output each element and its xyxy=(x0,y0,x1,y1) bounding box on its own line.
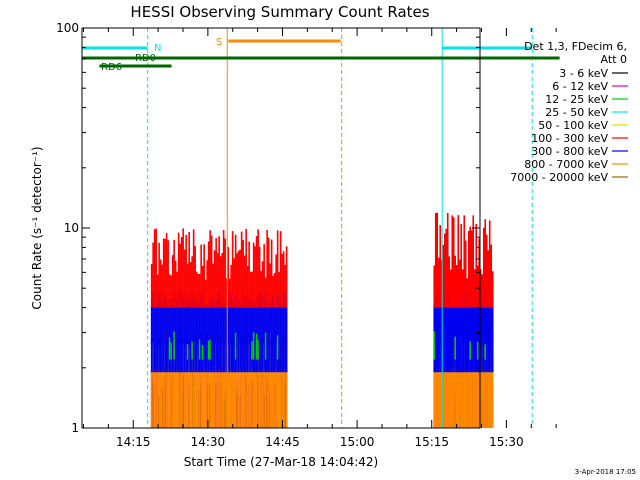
x-tick-label: 14:15 xyxy=(116,435,151,449)
flag-n: N xyxy=(154,43,161,54)
legend-item-label: 7000 - 20000 keV xyxy=(510,171,608,184)
flag-s: S xyxy=(216,37,222,48)
legend-item-label: 100 - 300 keV xyxy=(531,132,608,145)
flag-rd6: RD6 xyxy=(101,62,122,73)
legend-subtitle: Att 0 xyxy=(601,53,627,66)
x-tick-label: 14:45 xyxy=(265,435,300,449)
legend-item-label: 800 - 7000 keV xyxy=(524,158,608,171)
count-rate-bars xyxy=(150,212,494,428)
x-tick-label: 15:00 xyxy=(340,435,375,449)
legend-item-label: 300 - 800 keV xyxy=(531,145,608,158)
footer-date: 3-Apr-2018 17:05 xyxy=(575,468,636,476)
legend-item-label: 3 - 6 keV xyxy=(559,67,608,80)
x-tick-label: 15:30 xyxy=(489,435,524,449)
x-tick-label: 14:30 xyxy=(191,435,226,449)
y-tick-label: 100 xyxy=(56,21,79,35)
x-axis-label: Start Time (27-Mar-18 14:04:42) xyxy=(184,455,378,469)
y-axis: 1 10 100 xyxy=(56,21,480,435)
x-tick-label: 15:15 xyxy=(414,435,449,449)
chart-title: HESSI Observing Summary Count Rates xyxy=(130,3,429,21)
legend-item-label: 50 - 100 keV xyxy=(538,119,608,132)
y-tick-label: 1 xyxy=(71,421,79,435)
y-tick-label: 10 xyxy=(64,221,79,235)
legend-item-label: 25 - 50 keV xyxy=(545,106,608,119)
flag-rd0: RD0 xyxy=(135,53,156,64)
legend-title: Det 1,3, FDecim 6, xyxy=(524,40,627,53)
legend-item-label: 12 - 25 keV xyxy=(545,93,608,106)
legend-item-label: 6 - 12 keV xyxy=(552,80,608,93)
x-axis: 14:15 14:30 14:45 15:00 15:15 15:30 xyxy=(82,28,557,449)
y-axis-label: Count Rate (s⁻¹ detector⁻¹) xyxy=(30,146,44,309)
